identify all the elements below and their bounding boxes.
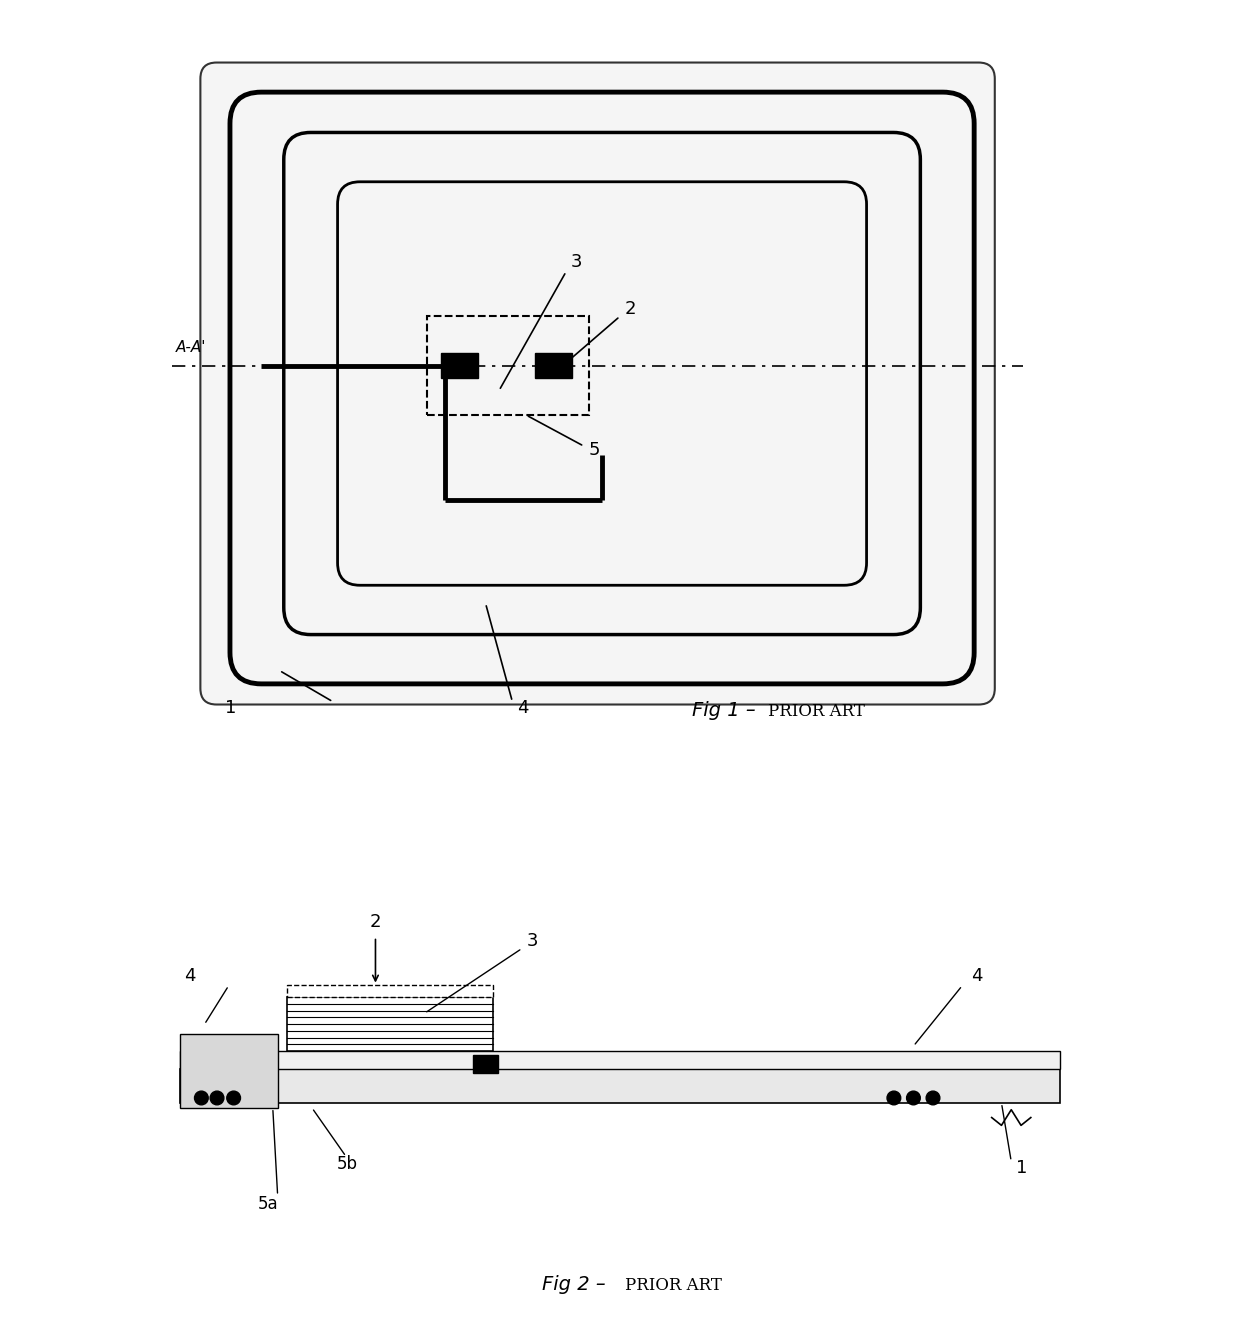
Circle shape bbox=[887, 1090, 900, 1105]
Text: 4: 4 bbox=[184, 967, 196, 984]
Bar bbox=[180, 1051, 1060, 1069]
Text: 1: 1 bbox=[1016, 1159, 1028, 1178]
Text: 4: 4 bbox=[971, 967, 983, 984]
Bar bbox=[440, 352, 479, 378]
Text: 2: 2 bbox=[625, 301, 636, 318]
Bar bbox=[180, 1069, 1060, 1102]
Text: Fig 1 –: Fig 1 – bbox=[692, 701, 755, 719]
Text: 1: 1 bbox=[226, 700, 237, 717]
Text: 5: 5 bbox=[589, 441, 600, 460]
Circle shape bbox=[195, 1090, 208, 1105]
Circle shape bbox=[227, 1090, 241, 1105]
Text: 4: 4 bbox=[517, 700, 528, 717]
Text: PRIOR ART: PRIOR ART bbox=[768, 702, 864, 719]
Text: 5a: 5a bbox=[258, 1195, 279, 1212]
Circle shape bbox=[906, 1090, 920, 1105]
Bar bbox=[428, 317, 589, 415]
Bar bbox=[288, 986, 492, 998]
Text: 5b: 5b bbox=[336, 1155, 357, 1174]
Text: A-A': A-A' bbox=[176, 339, 207, 355]
Text: 2: 2 bbox=[370, 913, 381, 930]
Bar bbox=[180, 1035, 278, 1108]
Bar bbox=[474, 1055, 497, 1072]
Text: 3: 3 bbox=[570, 253, 583, 272]
Text: 3: 3 bbox=[527, 933, 538, 950]
Text: PRIOR ART: PRIOR ART bbox=[625, 1276, 722, 1293]
Bar bbox=[534, 352, 573, 378]
Bar bbox=[288, 998, 492, 1051]
FancyBboxPatch shape bbox=[201, 62, 994, 705]
Text: Fig 2 –: Fig 2 – bbox=[542, 1275, 605, 1293]
Circle shape bbox=[926, 1090, 940, 1105]
Circle shape bbox=[210, 1090, 224, 1105]
